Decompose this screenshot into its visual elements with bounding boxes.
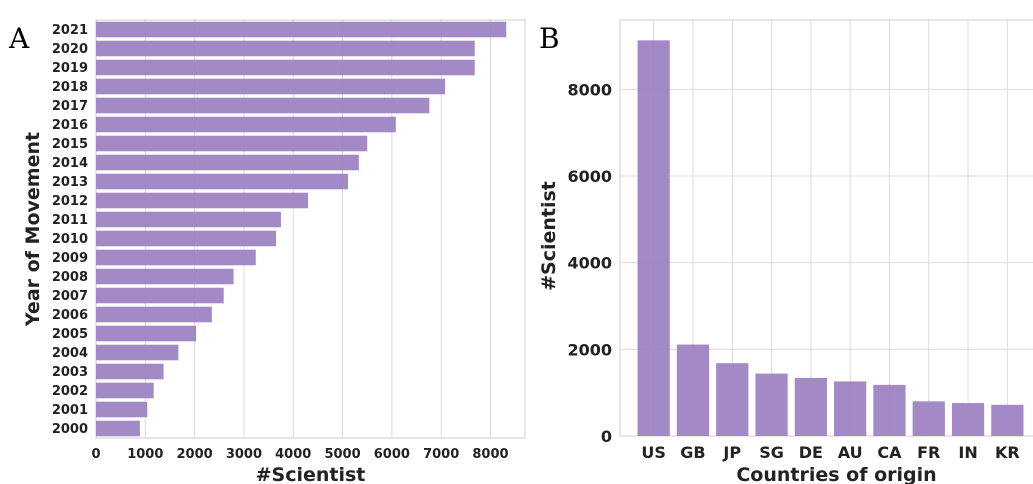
y-tick-label: 2002	[52, 384, 88, 399]
bar-2016	[96, 116, 396, 133]
y-tick-label: 2000	[52, 422, 88, 437]
y-tick-label: 2014	[52, 156, 88, 171]
bar-2014	[96, 154, 359, 171]
bar-SG	[755, 373, 788, 436]
x-tick-label: 5000	[324, 447, 360, 462]
y-axis-label: #Scientist	[538, 181, 560, 291]
y-tick-label: 2007	[52, 289, 88, 304]
bar-2008	[96, 268, 234, 285]
y-axis-label: Year of Movement	[22, 132, 44, 327]
bar-2017	[96, 97, 430, 114]
y-tick-label: 2016	[52, 118, 88, 133]
y-tick-label: 2003	[52, 365, 88, 380]
panel-letter-a: A	[8, 22, 30, 55]
x-tick-label: 6000	[374, 447, 410, 462]
x-axis-label: Countries of origin	[736, 464, 936, 484]
bar-2018	[96, 78, 446, 95]
y-tick-label: 2019	[52, 61, 88, 76]
x-tick-label: AU	[838, 443, 863, 462]
bar-2004	[96, 344, 179, 361]
bar-2015	[96, 135, 368, 152]
x-tick-label: FR	[917, 443, 940, 462]
y-tick-label: 2013	[52, 175, 88, 190]
y-tick-label: 2010	[52, 232, 88, 247]
x-tick-label: CA	[877, 443, 902, 462]
y-tick-label: 2008	[52, 270, 88, 285]
x-tick-label: DE	[799, 443, 823, 462]
x-tick-label: JP	[722, 443, 741, 462]
y-tick-label: 2018	[52, 80, 88, 95]
x-tick-label: KR	[995, 443, 1020, 462]
y-tick-label: 2012	[52, 194, 88, 209]
y-tick-label: 4000	[567, 254, 612, 273]
chart-a-year-of-movement: 2021 2020 2019 2018 2017 2016 2015 2014 2013 2012…	[22, 19, 526, 484]
bar-GB	[676, 344, 710, 436]
bar-2000	[96, 420, 140, 437]
x-tick-label: 1000	[127, 447, 163, 462]
panel-letter-b: B	[539, 22, 560, 55]
x-tick-label: 3000	[226, 447, 262, 462]
bar-2002	[96, 382, 154, 399]
x-tick-label: US	[641, 443, 666, 462]
x-axis-label: #Scientist	[256, 464, 366, 484]
bar-KR	[991, 404, 1024, 436]
bar-CA	[873, 384, 906, 436]
x-tick-label: 4000	[275, 447, 311, 462]
y-tick-label: 2005	[52, 327, 88, 342]
y-tick-label: 2011	[52, 213, 88, 228]
y-tick-label: 2004	[52, 346, 88, 361]
bar-2013	[96, 173, 348, 190]
y-tick-label: 2020	[52, 42, 88, 57]
y-tick-label: 6000	[567, 167, 612, 186]
bar-DE	[794, 377, 827, 436]
bar-2001	[96, 401, 148, 418]
bar-FR	[912, 401, 945, 436]
plot-frame	[95, 19, 526, 439]
bar-2006	[96, 306, 212, 323]
bar-2011	[96, 211, 281, 228]
y-tick-label: 2017	[52, 99, 88, 114]
y-tick-label: 2021	[52, 23, 88, 38]
y-tick-label: 2000	[567, 340, 612, 359]
bar-2007	[96, 287, 224, 304]
bar-2019	[96, 59, 475, 76]
chart-b-countries-of-origin: US GB JP SG DE AU CA FR IN KR 0 2000 4000 6000 8000 Cou…	[538, 19, 1033, 484]
bar-IN	[951, 403, 985, 436]
x-tick-label: IN	[958, 443, 977, 462]
y-tick-label: 2009	[52, 251, 88, 266]
y-tick-label: 2001	[52, 403, 88, 418]
bar-2009	[96, 249, 256, 266]
x-tick-label: 0	[91, 447, 100, 462]
bar-AU	[834, 381, 867, 436]
x-tick-label: 2000	[177, 447, 213, 462]
x-tick-label: SG	[759, 443, 784, 462]
x-tick-label: 8000	[472, 447, 508, 462]
bar-2012	[96, 192, 309, 209]
bar-2005	[96, 325, 197, 342]
bar-2021	[96, 21, 507, 38]
y-tick-label: 8000	[567, 80, 612, 99]
y-tick-label: 2015	[52, 137, 88, 152]
x-tick-label: GB	[680, 443, 705, 462]
bar-2010	[96, 230, 276, 247]
x-tick-label: 7000	[423, 447, 459, 462]
bar-2003	[96, 363, 164, 380]
bar-2020	[96, 40, 475, 57]
y-tick-label: 2006	[52, 308, 88, 323]
bar-JP	[716, 363, 749, 436]
bar-US	[637, 40, 670, 436]
y-tick-label: 0	[601, 427, 612, 446]
